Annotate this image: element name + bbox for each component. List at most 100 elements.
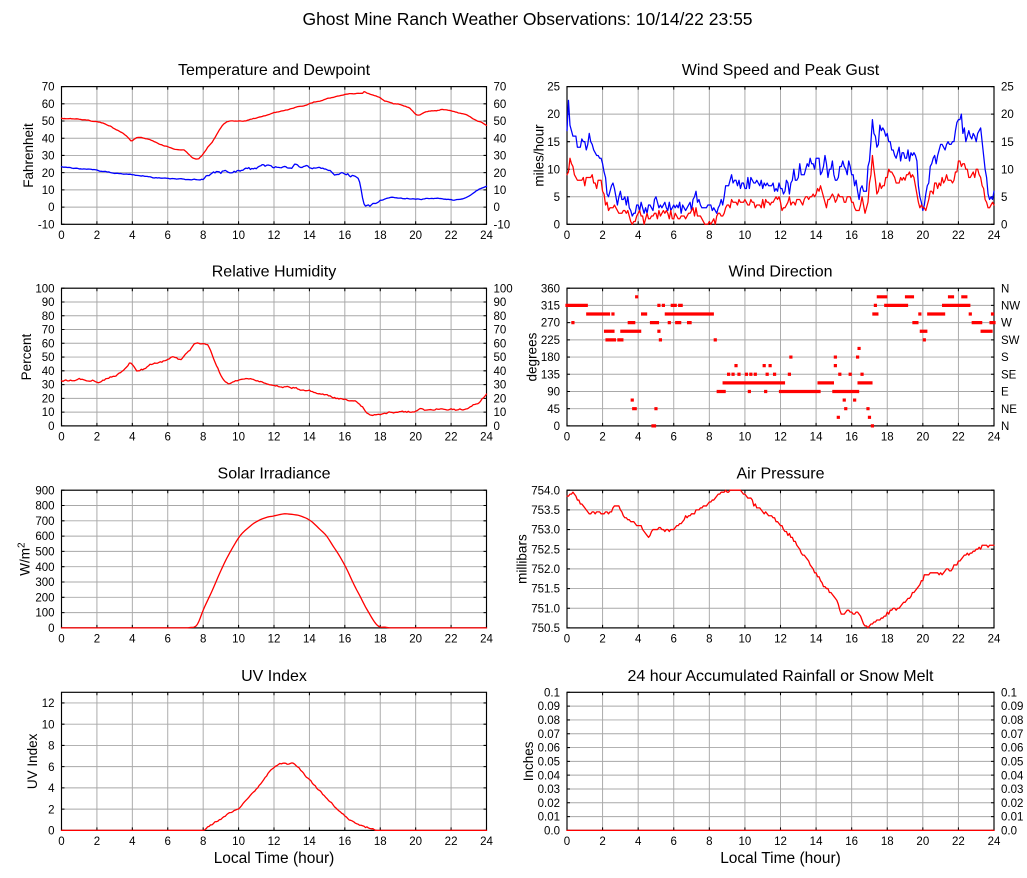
svg-text:800: 800 (35, 501, 54, 513)
svg-text:300: 300 (35, 577, 54, 589)
svg-text:10: 10 (739, 634, 752, 646)
svg-text:Ghost Mine Ranch Weather Obser: Ghost Mine Ranch Weather Observations: 1… (302, 9, 752, 29)
svg-text:20: 20 (547, 109, 560, 121)
svg-text:UV Index: UV Index (241, 668, 307, 685)
svg-text:30: 30 (42, 151, 55, 163)
svg-text:Air Pressure: Air Pressure (736, 466, 824, 483)
svg-text:12: 12 (42, 698, 55, 710)
svg-text:60: 60 (494, 338, 507, 350)
svg-text:0: 0 (554, 219, 560, 231)
svg-text:20: 20 (42, 168, 55, 180)
svg-text:10: 10 (739, 836, 752, 848)
svg-text:14: 14 (810, 230, 823, 242)
svg-text:0: 0 (48, 826, 54, 838)
svg-text:5: 5 (1001, 192, 1007, 204)
svg-text:18: 18 (881, 432, 894, 444)
svg-text:10: 10 (494, 407, 507, 419)
svg-text:S: S (1001, 352, 1009, 364)
svg-text:Wind Direction: Wind Direction (728, 264, 832, 281)
svg-text:4: 4 (635, 836, 642, 848)
svg-text:0.06: 0.06 (538, 743, 560, 755)
svg-text:0.05: 0.05 (538, 756, 560, 768)
svg-text:22: 22 (445, 230, 458, 242)
svg-text:60: 60 (42, 338, 55, 350)
svg-text:0.08: 0.08 (1001, 715, 1023, 727)
svg-text:0.04: 0.04 (538, 770, 561, 782)
svg-text:10: 10 (232, 634, 245, 646)
svg-text:0: 0 (48, 421, 54, 433)
svg-text:Local Time (hour): Local Time (hour) (214, 850, 335, 867)
svg-text:14: 14 (303, 230, 316, 242)
svg-text:40: 40 (494, 366, 507, 378)
svg-text:6: 6 (671, 230, 677, 242)
svg-text:24: 24 (480, 432, 493, 444)
svg-text:8: 8 (200, 432, 206, 444)
svg-text:0: 0 (494, 202, 500, 214)
svg-text:100: 100 (35, 608, 54, 620)
svg-text:22: 22 (445, 634, 458, 646)
svg-text:4: 4 (48, 783, 55, 795)
svg-text:6: 6 (165, 836, 171, 848)
svg-text:0: 0 (564, 230, 570, 242)
svg-text:400: 400 (35, 562, 54, 574)
svg-text:500: 500 (35, 547, 54, 559)
svg-text:752.5: 752.5 (531, 544, 560, 556)
svg-text:18: 18 (881, 634, 894, 646)
svg-text:10: 10 (739, 432, 752, 444)
svg-text:100: 100 (494, 283, 513, 295)
svg-text:0: 0 (58, 634, 64, 646)
svg-text:2: 2 (599, 432, 605, 444)
svg-text:10: 10 (42, 407, 55, 419)
svg-text:22: 22 (952, 432, 965, 444)
svg-text:25: 25 (547, 82, 560, 94)
svg-text:8: 8 (200, 634, 206, 646)
svg-text:24: 24 (480, 230, 493, 242)
svg-text:20: 20 (42, 393, 55, 405)
svg-text:20: 20 (409, 836, 422, 848)
svg-text:18: 18 (881, 836, 894, 848)
svg-text:60: 60 (42, 99, 55, 111)
svg-text:6: 6 (165, 432, 171, 444)
svg-text:20: 20 (409, 634, 422, 646)
svg-text:18: 18 (374, 836, 387, 848)
svg-text:0: 0 (58, 432, 64, 444)
svg-text:0.01: 0.01 (1001, 812, 1023, 824)
svg-text:20: 20 (494, 168, 507, 180)
svg-text:12: 12 (268, 432, 281, 444)
svg-text:750.5: 750.5 (531, 623, 560, 635)
svg-text:10: 10 (1001, 164, 1014, 176)
svg-text:24: 24 (480, 634, 493, 646)
svg-text:70: 70 (42, 82, 55, 94)
svg-text:315: 315 (541, 301, 560, 313)
svg-text:0: 0 (564, 836, 570, 848)
svg-text:12: 12 (774, 432, 787, 444)
svg-text:30: 30 (494, 151, 507, 163)
svg-text:16: 16 (845, 634, 858, 646)
svg-text:751.5: 751.5 (531, 584, 560, 596)
svg-text:6: 6 (165, 230, 171, 242)
svg-text:24: 24 (988, 432, 1001, 444)
svg-text:18: 18 (881, 230, 894, 242)
svg-text:45: 45 (547, 404, 560, 416)
svg-text:20: 20 (409, 230, 422, 242)
svg-text:0.01: 0.01 (538, 812, 560, 824)
svg-text:0.03: 0.03 (538, 784, 560, 796)
svg-text:2: 2 (94, 836, 100, 848)
svg-text:Local Time (hour): Local Time (hour) (720, 850, 841, 867)
svg-text:6: 6 (671, 432, 677, 444)
svg-text:10: 10 (232, 432, 245, 444)
svg-text:0.1: 0.1 (544, 687, 560, 699)
svg-text:10: 10 (232, 836, 245, 848)
svg-text:8: 8 (706, 230, 712, 242)
svg-text:22: 22 (445, 432, 458, 444)
svg-text:10: 10 (547, 164, 560, 176)
svg-text:24: 24 (988, 634, 1001, 646)
svg-text:4: 4 (129, 634, 136, 646)
svg-text:millibars: millibars (515, 534, 530, 584)
svg-text:600: 600 (35, 531, 54, 543)
svg-text:100: 100 (35, 283, 54, 295)
svg-text:22: 22 (952, 634, 965, 646)
svg-text:20: 20 (916, 634, 929, 646)
svg-text:Inches: Inches (521, 741, 536, 781)
svg-text:22: 22 (445, 836, 458, 848)
